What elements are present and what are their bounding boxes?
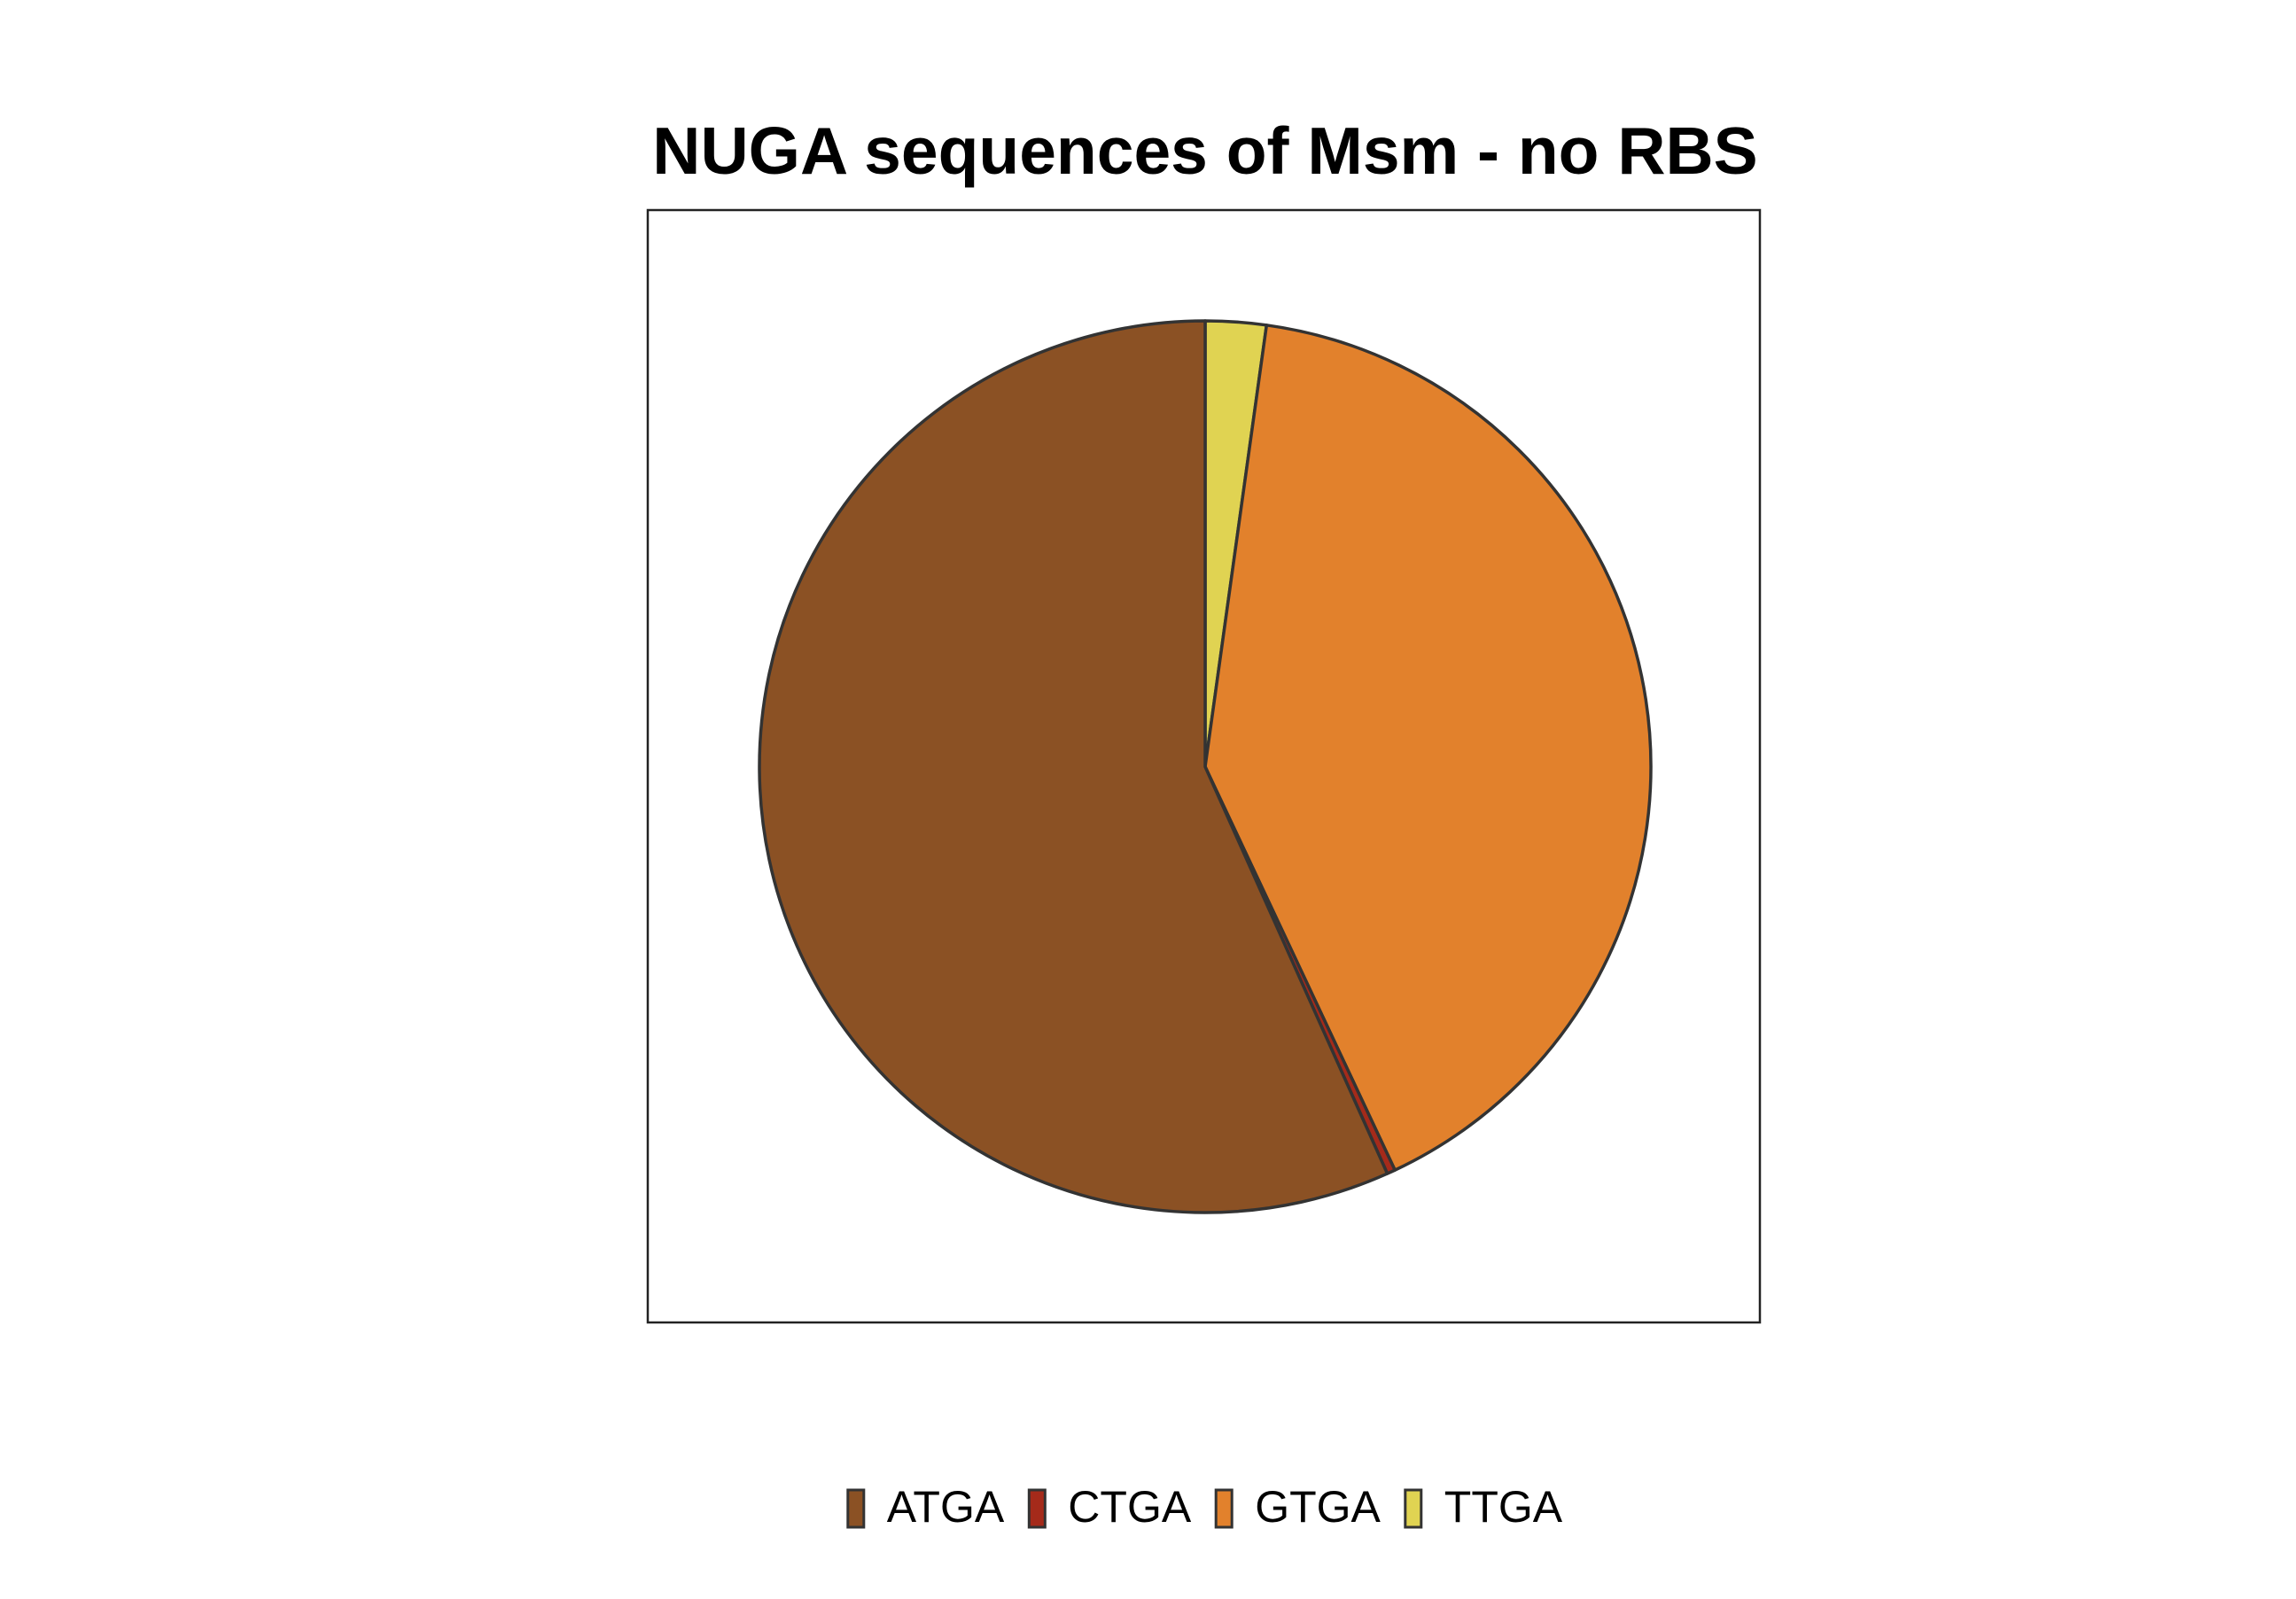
legend-label-atga: ATGA	[887, 1482, 1005, 1532]
legend-key-atga	[846, 1488, 866, 1529]
legend-key-ctga	[1027, 1488, 1047, 1529]
legend: ATGA CTGA GTGA TTGA	[846, 1482, 1563, 1532]
pie-slice-gtga	[1203, 324, 1653, 1172]
pie-slices	[758, 319, 1653, 1214]
pie-slice-atga	[758, 319, 1389, 1214]
legend-key-gtga	[1214, 1488, 1234, 1529]
legend-label-ctga: CTGA	[1068, 1482, 1192, 1532]
legend-label-gtga: GTGA	[1255, 1482, 1381, 1532]
legend-label-ttga: TTGA	[1444, 1482, 1563, 1532]
plot-panel-border	[646, 208, 1762, 1324]
legend-key-ttga	[1404, 1488, 1423, 1529]
chart-title: NUGA sequences of Msm - no RBS	[652, 113, 1757, 188]
